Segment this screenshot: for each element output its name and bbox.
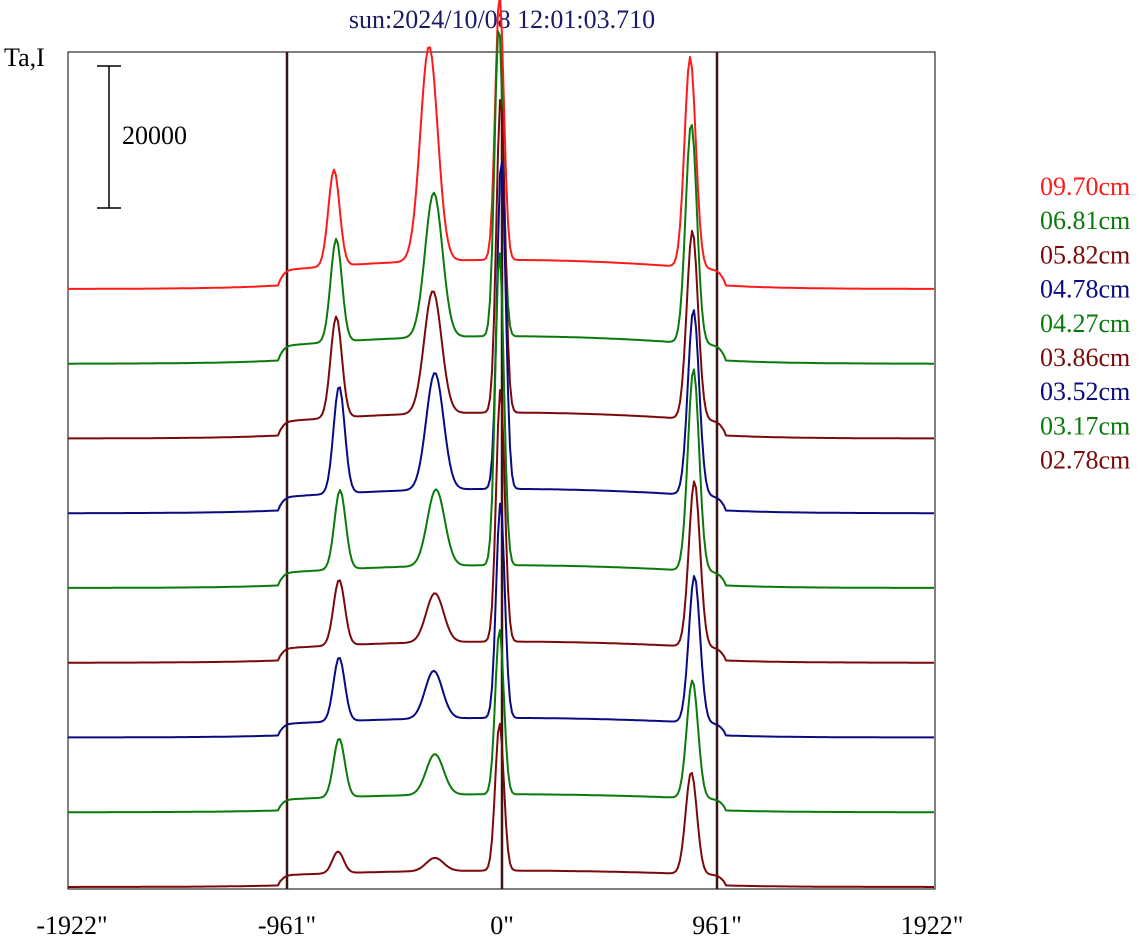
legend-entry: 03.86cm xyxy=(1040,343,1130,372)
legend-entry: 04.27cm xyxy=(1040,309,1130,338)
series-line-04.27cm xyxy=(68,252,934,589)
legend-entry: 03.17cm xyxy=(1040,411,1130,440)
scale-bar: 20000 xyxy=(97,65,187,209)
series-line-03.52cm xyxy=(68,502,934,739)
scale-bar-label: 20000 xyxy=(122,121,187,150)
series-line-04.78cm xyxy=(68,161,934,515)
x-tick-label: -1922" xyxy=(36,911,107,940)
legend-entry: 06.81cm xyxy=(1040,206,1130,235)
series-line-09.70cm xyxy=(68,0,934,290)
traces xyxy=(68,0,934,888)
series-line-03.86cm xyxy=(68,389,934,664)
x-tick-label: 1922" xyxy=(901,911,964,940)
series-line-03.17cm xyxy=(68,629,934,814)
legend-entry: 04.78cm xyxy=(1040,275,1130,304)
legend-entry: 03.52cm xyxy=(1040,377,1130,406)
y-axis-label: Ta,I xyxy=(4,43,45,72)
legend: 09.70cm 06.81cm 05.82cm 04.78cm 04.27cm 03.86… xyxy=(1040,172,1130,475)
legend-entry: 05.82cm xyxy=(1040,240,1130,269)
series-line-05.82cm xyxy=(68,99,934,440)
series-line-02.78cm xyxy=(68,722,934,888)
x-tick-label: 961" xyxy=(692,911,742,940)
x-tick-labels: -1922" -961" 0" 961" 1922" xyxy=(36,911,963,940)
legend-entry: 09.70cm xyxy=(1040,172,1130,201)
series-line-06.81cm xyxy=(68,30,934,365)
x-tick-label: -961" xyxy=(258,911,316,940)
x-tick-label: 0" xyxy=(490,911,514,940)
legend-entry: 02.78cm xyxy=(1040,446,1130,475)
